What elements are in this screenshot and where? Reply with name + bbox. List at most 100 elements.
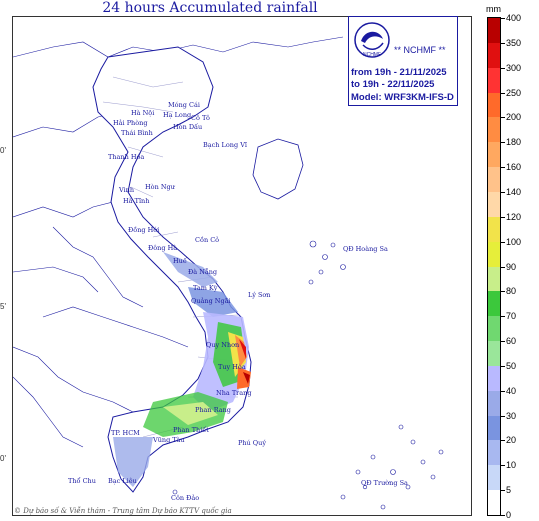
forecast-info-box: NCHMF ** NCHMF ** from 19h - 21/11/2025 … (348, 16, 458, 106)
label-dong-hoi: Đồng Hới (128, 225, 159, 234)
map-title: 24 hours Accumulated rainfall (102, 0, 318, 16)
colorbar-segment (488, 241, 500, 267)
colorbar-tick (501, 291, 505, 293)
label-hoang-sa: QĐ Hoàng Sa (343, 244, 388, 253)
colorbar-tick (501, 490, 505, 492)
label-phan-rang: Phan Rang (195, 406, 231, 414)
label-tho-chu: Thổ Chu (68, 476, 96, 485)
colorbar-tick (501, 42, 505, 44)
label-co-to: Cô Tô (191, 114, 210, 122)
colorbar-label: 40 (506, 385, 517, 396)
label-con-dao: Côn Đảo (171, 493, 199, 502)
label-hon-dau: Hòn Dấu (173, 122, 202, 131)
colorbar-label: 120 (506, 211, 522, 222)
colorbar-tick (501, 341, 505, 343)
label-ha-tinh: Hà Tĩnh (123, 196, 149, 205)
colorbar-label: 5 (506, 485, 512, 496)
colorbar-label: 140 (506, 186, 522, 197)
info-to: to 19h - 22/11/2025 (351, 79, 435, 90)
colorbar-segment (488, 18, 500, 44)
colorbar-tick (501, 515, 505, 516)
label-hon-ngu: Hòn Ngư (145, 183, 176, 191)
colorbar-label: 60 (506, 336, 517, 347)
colorbar-label: 100 (506, 236, 522, 247)
colorbar-segment (488, 67, 500, 94)
colorbar-segment (488, 316, 500, 342)
colorbar-segment (488, 167, 500, 193)
colorbar-tick (501, 117, 505, 119)
map-canvas: Móng Cái Hà Nội Hạ Long Cô Tô Hải Phòng … (13, 36, 444, 510)
brand-label: ** NCHMF ** (394, 45, 446, 55)
colorbar-tick (501, 167, 505, 169)
colorbar-tick (501, 465, 505, 467)
label-quang-ngai: Quảng Ngãi (191, 296, 231, 305)
svg-text:NCHMF: NCHMF (363, 52, 381, 58)
colorbar-tick (501, 365, 505, 367)
colorbar-segment (488, 266, 500, 292)
colorbar-segment (488, 117, 500, 143)
label-ha-noi: Hà Nội (131, 108, 154, 117)
colorbar-segment (488, 390, 500, 417)
label-phu-quy: Phú Quý (238, 439, 266, 447)
colorbar-tick (501, 415, 505, 417)
credit-text: © Dự báo số & Viễn thám - Trung tâm Dự b… (14, 507, 232, 515)
label-vinh: Vinh (118, 186, 134, 194)
colorbar-tick (501, 67, 505, 69)
label-ly-son: Lý Sơn (248, 291, 271, 299)
colorbar-tick (501, 316, 505, 318)
colorbar-unit: mm (486, 4, 501, 14)
rainfall-colorbar (487, 17, 501, 516)
label-thai-binh: Thái Bình (121, 129, 153, 137)
colorbar-segment (488, 142, 500, 168)
colorbar-label: 70 (506, 311, 517, 322)
label-con-co: Cồn Cỏ (195, 235, 219, 244)
colorbar-segment (488, 415, 500, 441)
label-tuy-hoa: Tuy Hòa (218, 363, 246, 371)
colorbar-label: 50 (506, 360, 517, 371)
label-tp-hcm: TP. HCM (111, 429, 140, 437)
colorbar-label: 300 (506, 62, 522, 73)
label-tam-ky: Tam Kỳ (193, 284, 218, 292)
colorbar-tick (501, 92, 505, 94)
colorbar-segment (488, 465, 500, 491)
hainan-island (252, 138, 304, 200)
colorbar-segment (488, 365, 500, 392)
colorbar-label: 200 (506, 112, 522, 123)
colorbar-label: 80 (506, 286, 517, 297)
label-phan-thiet: Phan Thiết (173, 425, 209, 434)
colorbar-label: 30 (506, 410, 517, 421)
label-truong-sa: QĐ Trường Sa (361, 479, 408, 487)
label-bach-long-vi: Bạch Long Vĩ (203, 141, 248, 149)
colorbar-segment (488, 291, 500, 317)
lat-label-3: 0' (0, 454, 6, 463)
label-hai-phong: Hải Phòng (113, 118, 148, 127)
colorbar-tick (501, 216, 505, 218)
colorbar-segment (488, 341, 500, 367)
colorbar-tick (501, 266, 505, 268)
colorbar-label: 20 (506, 435, 517, 446)
colorbar-label: 0 (506, 510, 512, 520)
label-nha-trang: Nha Trang (216, 389, 251, 397)
colorbar-label: 10 (506, 460, 517, 471)
colorbar-tick (501, 142, 505, 144)
colorbar-tick (501, 18, 505, 19)
label-hue: Huế (173, 256, 188, 265)
label-dong-ha: Đông Hà (148, 243, 177, 252)
colorbar-segment (488, 216, 500, 243)
islands (172, 240, 444, 510)
colorbar-label: 400 (506, 13, 522, 23)
label-ha-long: Hạ Long (163, 111, 191, 119)
colorbar-label: 180 (506, 137, 522, 148)
colorbar-segment (488, 490, 500, 516)
label-thanh-hoa: Thanh Hóa (108, 153, 144, 161)
label-da-nang: Đà Nẵng (188, 267, 217, 276)
colorbar-segment (488, 42, 500, 69)
lat-label-2: 5' (0, 302, 6, 311)
colorbar-segment (488, 92, 500, 118)
colorbar-segment (488, 440, 500, 466)
colorbar-label: 90 (506, 261, 517, 272)
colorbar-tick (501, 390, 505, 392)
place-labels: Móng Cái Hà Nội Hạ Long Cô Tô Hải Phòng … (68, 101, 408, 502)
colorbar-label: 350 (506, 37, 522, 48)
colorbar-label: 250 (506, 87, 522, 98)
